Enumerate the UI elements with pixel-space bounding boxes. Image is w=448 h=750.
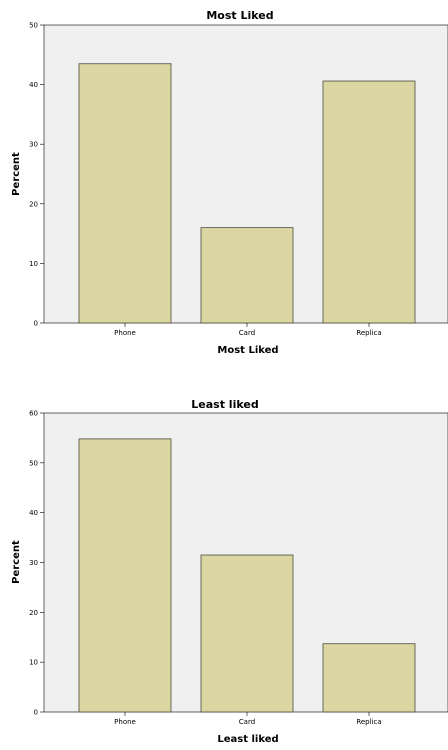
chart-title: Most Liked — [206, 9, 273, 22]
y-tick-label: 10 — [29, 659, 38, 667]
bars — [78, 438, 416, 713]
x-tick-label: Phone — [114, 718, 136, 726]
y-axis-title: Percent — [11, 152, 22, 196]
y-ticks: 0 10 20 30 40 50 60 — [29, 410, 44, 717]
x-tick-label: Replica — [356, 329, 381, 337]
y-tick-label: 0 — [34, 320, 38, 328]
chart-least-liked: Least liked 0 10 20 30 40 50 60 Phone Card Repli… — [0, 392, 448, 746]
x-ticks: Phone Card Replica — [114, 712, 382, 726]
y-tick-label: 60 — [29, 410, 38, 418]
chart-most-liked: Most Liked 0 10 20 30 40 50 Phone Card Replica … — [0, 0, 448, 360]
bar-replica — [322, 643, 416, 713]
x-tick-label: Phone — [114, 329, 136, 337]
y-tick-label: 10 — [29, 260, 38, 268]
bar-phone — [78, 438, 172, 713]
y-tick-label: 40 — [29, 509, 38, 517]
y-tick-label: 50 — [29, 459, 38, 467]
bar-card — [200, 227, 294, 324]
bar-card — [200, 554, 294, 713]
bar-phone — [78, 63, 172, 324]
chart-title: Least liked — [191, 398, 258, 411]
x-axis-title: Least liked — [217, 734, 278, 745]
y-tick-label: 20 — [29, 609, 38, 617]
y-axis-title: Percent — [11, 540, 22, 584]
y-tick-label: 30 — [29, 141, 38, 149]
x-ticks: Phone Card Replica — [114, 323, 382, 337]
y-tick-label: 20 — [29, 200, 38, 208]
x-tick-label: Card — [239, 329, 255, 337]
x-axis-title: Most Liked — [217, 345, 278, 356]
y-tick-label: 30 — [29, 559, 38, 567]
x-tick-label: Card — [239, 718, 255, 726]
y-tick-label: 50 — [29, 22, 38, 30]
y-ticks: 0 10 20 30 40 50 — [29, 22, 44, 328]
y-tick-label: 0 — [34, 709, 38, 717]
x-tick-label: Replica — [356, 718, 381, 726]
bar-replica — [322, 80, 416, 324]
y-tick-label: 40 — [29, 81, 38, 89]
chart-svg-least-liked: Least liked 0 10 20 30 40 50 60 Phone Card Repli… — [11, 398, 448, 745]
